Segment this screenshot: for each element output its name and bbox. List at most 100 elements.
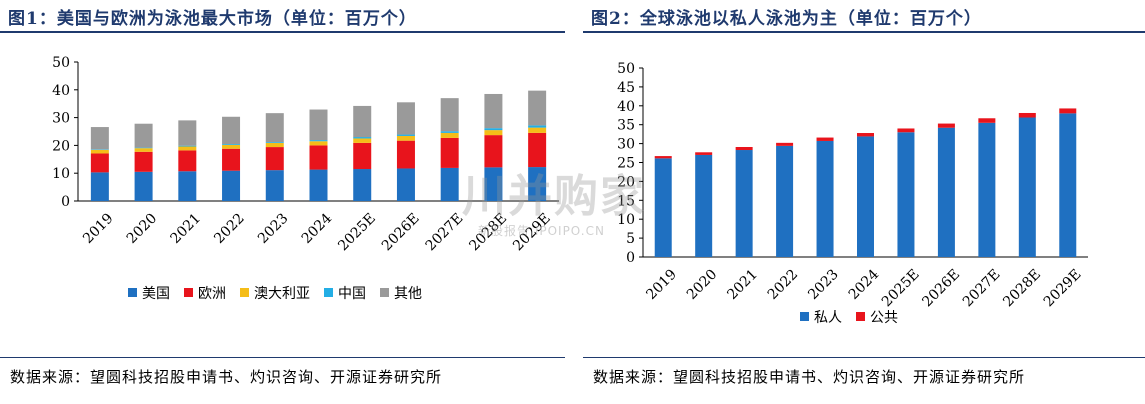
figure-1-bar-segment: [265, 113, 284, 143]
figure-1-bar-segment: [134, 148, 153, 152]
figure-1-bar-segment: [265, 142, 284, 143]
figure-2-x-tick-label: 2026E: [919, 266, 963, 310]
figure-2-legend-label: 私人: [814, 310, 842, 326]
figure-1-bar-segment: [265, 147, 284, 171]
figure-2-panel: 图2：全球泳池以私人泳池为主（单位：百万个） 0 5 10 15 20 25 30 35 40 4…: [583, 0, 1145, 404]
figure-1-bar-segment: [353, 105, 372, 138]
figure-1-bar-segment: [440, 137, 459, 168]
figure-1-bar-segment: [396, 134, 415, 136]
figure-2-bottom-rule: [583, 357, 1145, 358]
figure-1-bar-segment: [440, 167, 459, 201]
figure-1-bar-segment: [222, 148, 241, 171]
figure-1-legend-swatch: [184, 288, 193, 297]
figure-1-bar-segment: [440, 131, 459, 133]
figure-1-legend-label: 欧洲: [198, 286, 226, 302]
figure-2-bar-segment: [978, 122, 996, 257]
figure-1-y-tick-label: 40: [52, 83, 70, 99]
figure-1-bar-segment: [353, 138, 372, 143]
figure-2-y-tick-label: 0: [626, 250, 635, 266]
figure-1-x-tick-label: 2020: [124, 210, 161, 247]
figure-1-bar-segment: [528, 167, 547, 201]
figure-1-bar-segment: [484, 93, 503, 129]
figure-1-bar-segment: [484, 128, 503, 131]
figure-2-bar-segment: [816, 137, 834, 141]
figure-2-bar-segment: [735, 147, 753, 151]
figure-1-bar-segment: [90, 149, 109, 154]
figure-2-bar-segment: [654, 158, 672, 257]
figure-1-y-tick-label: 10: [52, 166, 70, 182]
figure-1-title-rule: [0, 31, 565, 33]
figure-2-x-tick-label: 2023: [805, 266, 842, 303]
figure-2-bar-segment: [1018, 117, 1036, 257]
watermark-logo: 川并购家: [462, 171, 646, 222]
figure-1-legend-swatch: [324, 288, 333, 297]
figure-2-x-tick-label: 2022: [765, 266, 802, 303]
figure-2-y-tick-label: 45: [617, 80, 635, 96]
figure-1-bar-segment: [440, 132, 459, 138]
figure-1-legend-label: 其他: [394, 286, 422, 302]
figure-2-bar-segment: [937, 127, 955, 257]
figure-2-bar-segment: [857, 133, 874, 137]
figure-1-source: 数据来源：望圆科技招股申请书、灼识咨询、开源证券研究所: [10, 368, 443, 386]
figure-1-bar-segment: [484, 135, 503, 168]
figure-1-x-tick-label: 2021: [168, 210, 205, 247]
figure-2-x-tick-label: 2028E: [1000, 266, 1044, 310]
figure-1-bar-segment: [396, 135, 415, 141]
figure-2-bar-segment: [897, 132, 915, 257]
figure-2-x-tick-label: 2027E: [960, 266, 1004, 310]
figure-1-bar-segment: [309, 169, 328, 201]
figure-1-x-tick-label: 2026E: [379, 210, 423, 254]
figure-2-y-tick-label: 30: [617, 137, 635, 153]
figure-1-y-tick-label: 50: [52, 55, 70, 71]
figure-2-chart: 0 5 10 15 20 25 30 35 40 45 50 2019 2020 2021 2022 2023…: [617, 61, 1088, 326]
figure-1-bar-segment: [134, 151, 153, 172]
figure-1-bar-segment: [178, 171, 197, 201]
figure-2-bar-segment: [654, 156, 672, 159]
figure-2-legend-swatch: [856, 312, 865, 321]
figure-2-bar-segment: [857, 136, 874, 257]
figure-1-bar-segment: [528, 125, 547, 128]
figure-1-bar-segment: [528, 132, 547, 168]
figure-2-bar-segment: [897, 128, 915, 133]
figure-1-bar-segment: [309, 141, 328, 146]
figure-2-y-tick-label: 35: [617, 118, 635, 134]
figure-2-bar-segment: [735, 150, 753, 257]
figure-1-y-tick-label: 0: [61, 194, 70, 210]
figure-1-bar-segment: [178, 145, 197, 147]
figure-2-x-tick-label: 2019: [643, 266, 680, 303]
figure-2-legend-swatch: [800, 312, 809, 321]
figure-1-legend-swatch: [240, 288, 249, 297]
watermark-text: 新股报告 IPOIPO.CN: [478, 224, 605, 238]
figure-1-chart: 0 10 20 30 40 50 2019 2020 2021 2022 2023 2024 2025E…: [52, 55, 559, 302]
figure-1-bar-segment: [309, 109, 328, 141]
figure-2-x-tick-label: 2029E: [1041, 266, 1085, 310]
figure-1-legend-swatch: [380, 288, 389, 297]
figure-1-y-tick-label: 30: [52, 111, 70, 127]
figure-1-legend-label: 美国: [142, 286, 170, 302]
figure-2-x-tick-label: 2025E: [879, 266, 923, 310]
figure-1-legend-label: 澳大利亚: [254, 286, 310, 302]
figure-2-bar-segment: [695, 152, 713, 155]
figure-1-bar-segment: [265, 170, 284, 201]
figure-1-x-tick-label: 2025E: [335, 210, 379, 254]
figure-1-y-tick-label: 20: [52, 138, 70, 154]
figure-1-bar-segment: [396, 102, 415, 135]
figure-1-title: 图1：美国与欧洲为泳池最大市场（单位：百万个）: [8, 9, 417, 29]
figure-1-bar-segment: [396, 140, 415, 169]
figure-1-bar-segment: [178, 150, 197, 172]
figure-2-y-tick-label: 40: [617, 99, 635, 115]
figure-2-x-tick-label: 2021: [724, 266, 761, 303]
figure-2-bar-segment: [695, 154, 713, 257]
figure-1-legend-label: 中国: [338, 286, 366, 302]
figure-2-y-tick-label: 10: [617, 212, 635, 228]
figure-1-bar-segment: [396, 168, 415, 201]
figure-1-bar-segment: [90, 149, 109, 150]
figure-1-panel: 图1：美国与欧洲为泳池最大市场（单位：百万个） 0 10 20 30 40 50 2019 2…: [0, 0, 565, 404]
figure-1-bar-segment: [528, 127, 547, 133]
figure-2-y-tick-label: 20: [617, 174, 635, 190]
figure-2-title-rule: [583, 31, 1145, 33]
figure-1-bar-segment: [222, 144, 241, 145]
figure-1-x-tick-label: 2019: [80, 210, 117, 247]
figure-1-bar-segment: [484, 167, 503, 201]
figure-2-bar-segment: [937, 123, 955, 128]
